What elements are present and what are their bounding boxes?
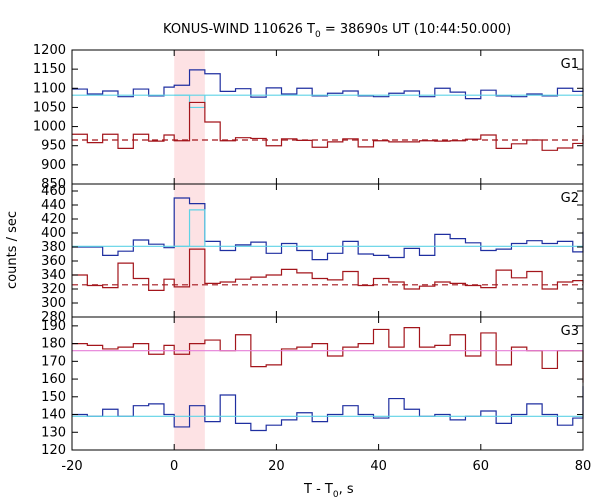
g1-blue-step-line-0 [72,69,584,100]
plot-area: 85090095010001050110011501200G1280300320… [33,43,591,474]
g1-ytick-label: 900 [41,158,66,173]
g2-ytick-label: 340 [41,268,66,283]
g2-ytick-label: 280 [41,310,66,325]
g1-red-step-line-3 [72,101,584,151]
g3-ytick-label: 150 [41,390,66,405]
g1-ytick-label: 1100 [33,81,66,96]
g3-blue-step-line-2 [72,386,584,432]
g2-ytick-label: 460 [41,184,66,199]
g2-ytick-label: 420 [41,212,66,227]
g1-ytick-label: 1000 [33,120,66,135]
x-tick-label: 60 [473,459,490,474]
title-subscript: 0 [315,30,321,40]
g3-ytick-label: 120 [41,443,66,458]
g3-ytick-label: 160 [41,372,66,387]
xlabel-main: T - T [303,482,333,497]
chart-title: KONUS-WIND 110626 T0 = 38690s UT (10:44:… [163,22,511,40]
g2-blue-step-line-0 [72,197,584,261]
g3-ytick-label: 130 [41,425,66,440]
g2-panel-label: G2 [561,191,579,206]
g1-ytick-label: 1150 [33,62,66,77]
g3-ytick-label: 190 [41,319,66,334]
x-axis-label: T - T0, s [303,482,354,500]
g1-ytick-label: 1200 [33,43,66,58]
g3-ytick-label: 170 [41,354,66,369]
g2-ytick-label: 300 [41,296,66,311]
title-main: KONUS-WIND 110626 T [163,22,315,37]
title-rest: = 38690s UT (10:44:50.000) [321,22,511,37]
g2-ytick-label: 360 [41,254,66,269]
x-tick-label: -20 [61,459,82,474]
g2-ytick-label: 400 [41,226,66,241]
x-tick-label: 40 [370,459,387,474]
g1-panel-frame [71,49,584,185]
g2-ytick-label: 380 [41,240,66,255]
g3-ytick-label: 140 [41,408,66,423]
g1-ytick-label: 950 [41,139,66,154]
g2-cyan-step-line-2 [174,209,206,247]
g3-ytick-label: 180 [41,337,66,352]
g1-ytick-label: 850 [41,177,66,192]
g3-panel-label: G3 [561,324,579,339]
y-axis-label: counts / sec [5,211,20,289]
g3-panel-frame [71,316,584,451]
g2-ytick-label: 440 [41,198,66,213]
g2-ytick-label: 320 [41,282,66,297]
g2-red-step-line-3 [72,248,584,291]
g1-ytick-label: 1050 [33,100,66,115]
g1-panel-label: G1 [561,57,579,72]
x-tick-label: 20 [268,459,285,474]
xlabel-rest: , s [339,482,354,497]
x-tick-label: 80 [575,459,592,474]
xlabel-subscript: 0 [333,490,339,500]
g2-panel-frame [71,183,584,318]
x-tick-label: 0 [170,459,178,474]
g3-red-step-line-0 [72,327,584,383]
